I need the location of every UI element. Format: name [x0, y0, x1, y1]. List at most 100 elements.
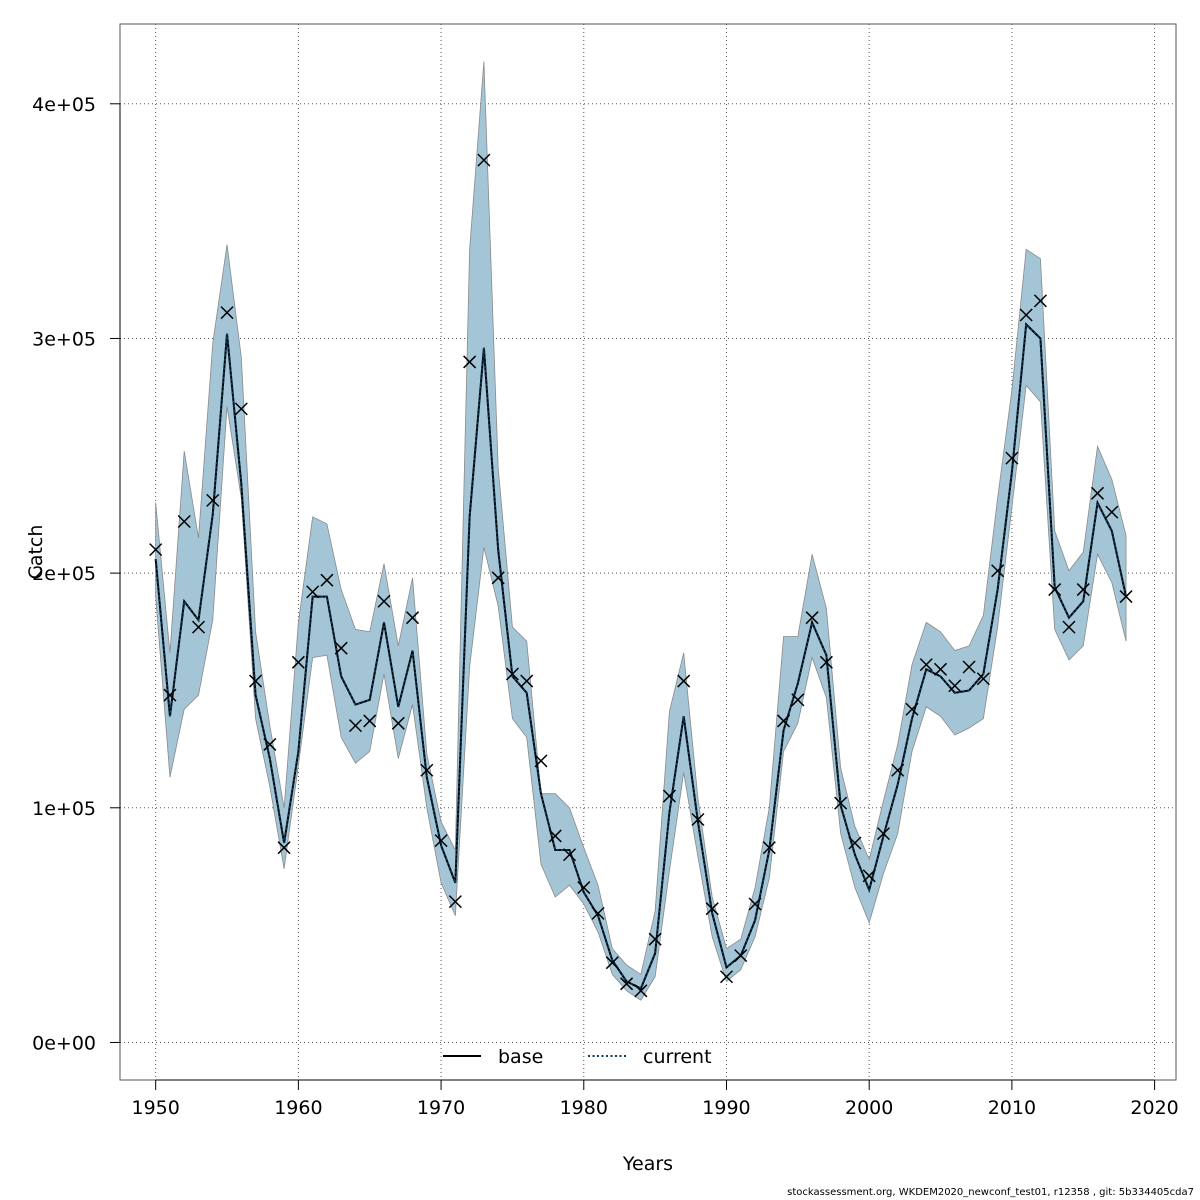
observation-marker-stroke	[406, 611, 420, 625]
footer-credits: stockassessment.org, WKDEM2020_newconf_t…	[787, 1187, 1194, 1198]
observation-marker-stroke	[220, 306, 234, 320]
observation-marker	[420, 763, 434, 777]
x-tick-label: 1980	[560, 1097, 608, 1119]
observation-marker-stroke	[891, 763, 905, 777]
observation-marker	[363, 714, 377, 728]
observation-marker	[406, 611, 420, 625]
observation-marker-stroke	[1033, 294, 1047, 308]
observation-marker-stroke	[791, 693, 805, 707]
observation-marker-stroke	[834, 796, 848, 810]
observation-marker-stroke	[748, 897, 762, 911]
observation-marker-stroke	[306, 585, 320, 599]
observation-marker	[620, 977, 634, 991]
x-tick-label: 1970	[417, 1097, 465, 1119]
observation-marker-stroke	[1019, 308, 1033, 322]
observation-marker-stroke	[448, 895, 462, 909]
observation-marker-stroke	[1076, 583, 1090, 597]
observation-marker-stroke	[477, 153, 491, 167]
confidence-band-area	[155, 61, 1127, 1001]
observation-marker-stroke	[577, 881, 591, 895]
observation-marker-stroke	[520, 674, 534, 688]
observation-marker-stroke	[762, 841, 776, 855]
observation-marker-stroke	[320, 573, 334, 587]
observation-marker	[277, 841, 291, 855]
observation-marker-stroke	[648, 932, 662, 946]
x-tick-label: 1990	[702, 1097, 750, 1119]
observation-marker	[991, 564, 1005, 578]
observation-marker	[220, 306, 234, 320]
observation-marker	[934, 662, 948, 676]
observation-marker	[448, 895, 462, 909]
observation-marker	[1119, 590, 1133, 604]
observation-marker	[719, 970, 734, 984]
y-tick-label: 2e+05	[32, 563, 96, 585]
observation-marker-stroke	[420, 763, 434, 777]
observation-marker	[249, 674, 263, 688]
observation-marker	[534, 754, 548, 768]
observation-marker	[520, 674, 534, 688]
observation-marker-stroke	[962, 660, 976, 674]
observation-marker	[762, 841, 776, 855]
observation-marker-stroke	[677, 674, 691, 688]
observation-marker-stroke	[548, 829, 562, 843]
legend: base current	[443, 1046, 712, 1068]
observation-marker-stroke	[562, 848, 577, 862]
observation-marker-stroke	[662, 789, 676, 803]
observation-marker	[177, 514, 191, 529]
observation-marker	[819, 655, 833, 669]
observation-marker	[234, 402, 248, 416]
observation-marker-stroke	[876, 827, 890, 841]
observation-marker	[891, 763, 905, 777]
observation-marker-stroke	[391, 716, 405, 730]
observation-marker-stroke	[206, 493, 220, 507]
observation-marker-stroke	[177, 514, 191, 529]
observation-marker	[748, 897, 762, 911]
observation-marker-stroke	[505, 667, 519, 681]
observation-marker	[591, 906, 605, 920]
observation-marker	[191, 620, 206, 634]
x-tick-label: 2010	[988, 1097, 1036, 1119]
observation-marker-stroke	[805, 611, 819, 625]
observation-marker-stroke	[605, 956, 619, 970]
observation-marker	[320, 573, 334, 587]
observation-marker	[306, 585, 320, 599]
observation-marker	[834, 796, 848, 810]
observation-marker-stroke	[777, 714, 791, 728]
observation-marker	[491, 571, 505, 585]
observation-marker	[434, 834, 448, 848]
observation-marker	[948, 679, 962, 693]
observation-marker-stroke	[334, 641, 348, 655]
observation-marker-stroke	[1005, 451, 1019, 465]
observation-marker	[1105, 505, 1119, 519]
observation-marker	[734, 949, 748, 963]
legend-label-current: current	[643, 1046, 712, 1068]
y-tick-label: 1e+05	[32, 798, 96, 820]
observation-marker	[206, 493, 220, 507]
x-axis: 1950 1960 1970 1980 1990 2000 2010 2020	[131, 1079, 1179, 1119]
observation-marker	[263, 737, 277, 751]
observation-marker	[919, 658, 933, 672]
y-tick-label: 4e+05	[32, 94, 96, 116]
observation-marker	[848, 836, 862, 850]
observation-marker	[334, 641, 348, 655]
observation-marker-stroke	[1105, 505, 1119, 519]
observation-marker-stroke	[862, 869, 876, 883]
observation-marker-stroke	[163, 688, 177, 702]
observation-marker	[1033, 294, 1047, 308]
observation-marker	[705, 902, 719, 916]
observation-marker	[577, 881, 591, 895]
observation-marker	[291, 655, 305, 669]
observation-marker	[1076, 583, 1090, 597]
observation-marker-stroke	[848, 836, 862, 850]
observation-marker-stroke	[263, 737, 277, 751]
legend-label-base: base	[498, 1046, 543, 1068]
observation-marker	[805, 611, 819, 625]
observation-marker	[477, 153, 491, 167]
observation-marker-stroke	[948, 679, 962, 693]
observation-marker	[1062, 620, 1076, 634]
observation-marker-stroke	[734, 949, 748, 963]
observation-marker	[548, 829, 562, 843]
observation-marker-stroke	[905, 702, 919, 716]
observation-marker	[662, 789, 676, 803]
